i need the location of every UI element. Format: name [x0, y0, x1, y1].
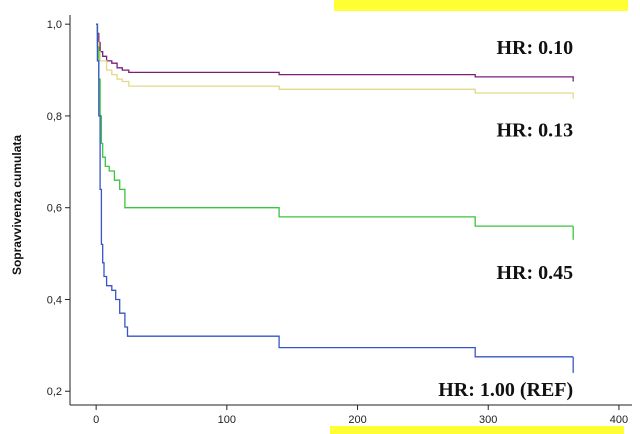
- annotations-group: HR: 0.10 HR: 0.13 HR: 0.45 HR: 1.00 (REF): [438, 37, 573, 401]
- highlight-bar-bottom: [330, 426, 624, 434]
- x-tick-label: 100: [218, 414, 236, 426]
- y-tick-label: 0,4: [47, 294, 62, 306]
- highlight-bar-top: [334, 0, 628, 11]
- hazard-ratio-label-4: HR: 1.00 (REF): [438, 379, 573, 401]
- x-tick-label: 0: [93, 414, 99, 426]
- hazard-ratio-label-1: HR: 0.10: [497, 37, 574, 59]
- survival-curve-4: [96, 23, 574, 358]
- hazard-ratio-label-3: HR: 0.45: [497, 262, 574, 284]
- y-tick-label: 0,6: [47, 203, 62, 215]
- series-group: [96, 23, 574, 373]
- x-tick-label: 300: [479, 414, 497, 426]
- hazard-ratio-label-2: HR: 0.13: [497, 120, 574, 142]
- y-tick-label: 0,2: [47, 386, 62, 398]
- x-tick-label: 400: [610, 414, 628, 426]
- survival-curve-2: [96, 23, 574, 96]
- axes: 0,2 0,4 0,6 0,8 1,0 0 100 200 300 400: [47, 15, 632, 426]
- x-tick-label: 200: [348, 414, 366, 426]
- y-axis-label: Sopravvivenza cumulata: [10, 135, 24, 275]
- y-tick-label: 0,8: [47, 111, 62, 123]
- y-tick-label: 1,0: [47, 19, 62, 31]
